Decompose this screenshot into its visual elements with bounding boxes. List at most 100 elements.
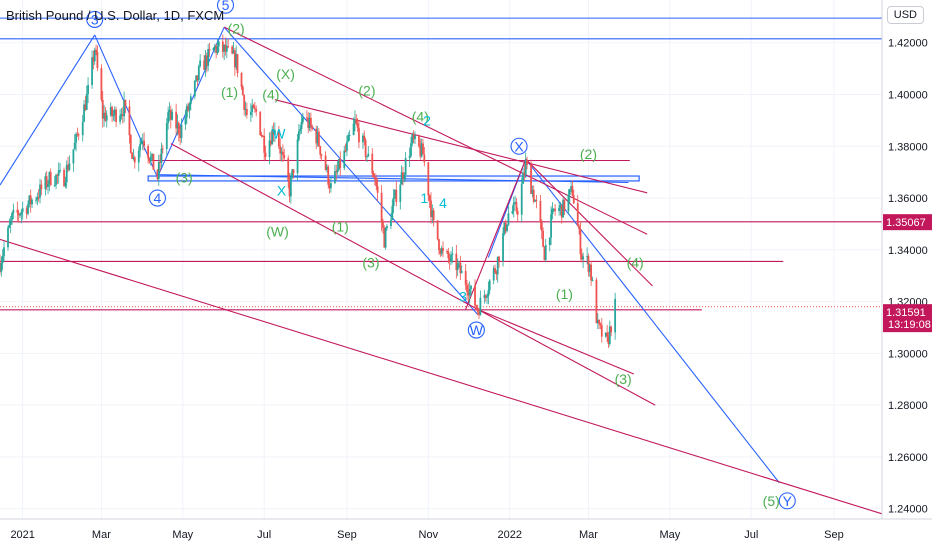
candle-down <box>311 126 314 129</box>
candle-down <box>578 226 581 230</box>
candle-down <box>363 135 366 140</box>
candle-down <box>419 146 422 157</box>
wave-label: Y <box>783 493 793 509</box>
trend-line <box>157 174 629 184</box>
candle-up <box>53 184 56 186</box>
y-tick-label: 1.42000 <box>888 38 928 50</box>
candle-down <box>598 319 601 324</box>
candle-up <box>524 160 527 175</box>
candle-up <box>27 204 29 214</box>
candle-up <box>137 150 140 163</box>
wave-label: 2 <box>423 112 431 128</box>
candle-down <box>606 332 609 337</box>
candle-up <box>188 104 191 111</box>
candle-up <box>251 105 254 113</box>
candle-up <box>64 182 67 187</box>
candle-down <box>430 200 432 218</box>
candle-up <box>28 195 31 205</box>
candle-down <box>269 140 272 145</box>
candle-down <box>208 49 211 51</box>
candle-up <box>195 75 198 81</box>
wave-label: 4 <box>439 195 447 211</box>
candle-up <box>297 131 300 140</box>
candle-down <box>372 173 375 177</box>
candle-up <box>582 256 585 260</box>
candle-down <box>175 111 178 129</box>
candle-up <box>73 142 76 150</box>
candle-down <box>576 203 579 227</box>
x-tick-label: Sep <box>337 529 357 541</box>
wave-label: (3) <box>615 371 632 387</box>
candle-up <box>249 112 252 115</box>
candle-up <box>458 262 460 264</box>
candle-down <box>498 256 500 262</box>
candle-down <box>143 140 146 147</box>
candle-up <box>151 153 154 157</box>
candle-down <box>259 111 262 135</box>
candle-down <box>177 122 180 135</box>
candle-down <box>84 104 87 110</box>
candle-up <box>207 49 210 66</box>
candle-up <box>531 189 534 194</box>
wave-label: (4) <box>262 86 279 102</box>
candle-down <box>29 195 32 205</box>
candle-down <box>187 106 190 111</box>
candle-up <box>551 208 554 215</box>
candle-up <box>562 199 564 218</box>
candle-up <box>586 256 589 258</box>
candle-up <box>165 123 168 150</box>
candle-down <box>358 127 360 143</box>
y-tick-label: 1.26000 <box>888 452 928 464</box>
candle-down <box>526 160 528 165</box>
candle-up <box>550 214 552 238</box>
candle-down <box>484 295 487 298</box>
candle-up <box>291 169 294 178</box>
candle-up <box>217 41 220 47</box>
candle-up <box>559 205 562 208</box>
x-tick-label: Mar <box>92 529 111 541</box>
candle-down <box>494 268 496 273</box>
candle-up <box>400 172 403 185</box>
wave-label: (4) <box>412 108 429 124</box>
candle-down <box>446 251 448 253</box>
candle-up <box>112 114 115 117</box>
candle-up <box>354 119 356 124</box>
candle-up <box>411 134 414 144</box>
candle-up <box>7 227 9 248</box>
candle-up <box>488 280 491 291</box>
price-axis[interactable]: 1.420001.400001.380001.360001.340001.320… <box>888 38 928 516</box>
wave-label: (5) <box>763 493 780 509</box>
wave-label: (X) <box>276 66 295 82</box>
candle-down <box>307 117 310 129</box>
candle-down <box>319 146 322 155</box>
candle-down <box>261 135 264 137</box>
candle-down <box>402 172 404 179</box>
candle-up <box>105 115 108 121</box>
candle-down <box>328 184 331 189</box>
candle-up <box>59 169 61 171</box>
candle-down <box>543 246 546 260</box>
candle-down <box>45 176 48 188</box>
candle-down <box>131 152 133 159</box>
candle-down <box>159 161 162 163</box>
currency-button[interactable]: USD <box>886 6 924 24</box>
candle-down <box>100 68 103 100</box>
candle-up <box>403 174 406 179</box>
candles-layer <box>0 34 617 348</box>
time-axis[interactable]: 2021 Mar May Jul Sep Nov 2022 Mar May Jul Sep <box>10 529 843 541</box>
candle-up <box>468 289 471 296</box>
candle-up <box>212 48 215 51</box>
candle-down <box>539 200 542 223</box>
candle-up <box>390 220 392 227</box>
candle-down <box>590 264 593 281</box>
candle-down <box>56 174 59 176</box>
candle-up <box>414 135 416 140</box>
candle-up <box>503 222 506 234</box>
candle-up <box>506 224 508 232</box>
candle-up <box>68 163 71 170</box>
wave-label: (3) <box>176 169 193 185</box>
candle-up <box>31 199 33 205</box>
candle-up <box>347 135 350 142</box>
